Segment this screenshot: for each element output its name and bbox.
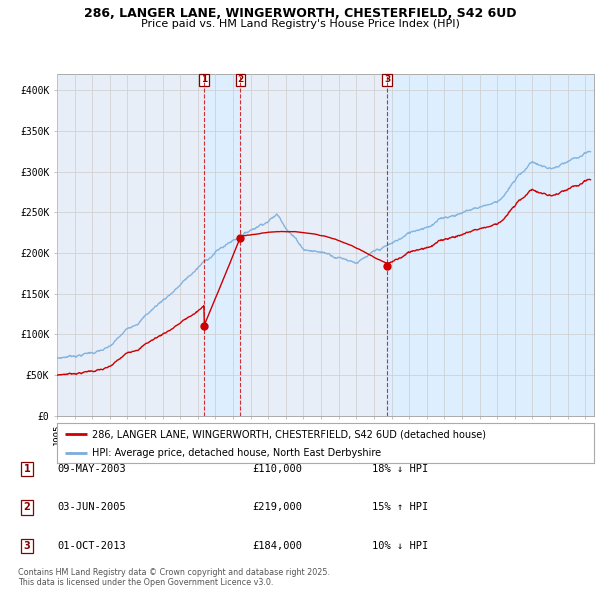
Text: £219,000: £219,000	[252, 503, 302, 512]
Text: 3: 3	[384, 76, 390, 84]
Text: £184,000: £184,000	[252, 541, 302, 550]
Text: HPI: Average price, detached house, North East Derbyshire: HPI: Average price, detached house, Nort…	[92, 448, 381, 458]
Text: 286, LANGER LANE, WINGERWORTH, CHESTERFIELD, S42 6UD: 286, LANGER LANE, WINGERWORTH, CHESTERFI…	[84, 7, 516, 20]
Bar	[387, 74, 594, 416]
Text: 2: 2	[238, 76, 244, 84]
Text: 10% ↓ HPI: 10% ↓ HPI	[372, 541, 428, 550]
Text: £110,000: £110,000	[252, 464, 302, 474]
Text: 15% ↑ HPI: 15% ↑ HPI	[372, 503, 428, 512]
Text: Contains HM Land Registry data © Crown copyright and database right 2025.
This d: Contains HM Land Registry data © Crown c…	[18, 568, 330, 587]
Text: 2: 2	[23, 503, 31, 512]
Text: Price paid vs. HM Land Registry's House Price Index (HPI): Price paid vs. HM Land Registry's House …	[140, 19, 460, 29]
Text: 18% ↓ HPI: 18% ↓ HPI	[372, 464, 428, 474]
Text: 1: 1	[201, 76, 208, 84]
Text: 03-JUN-2005: 03-JUN-2005	[57, 503, 126, 512]
Text: 1: 1	[23, 464, 31, 474]
Text: 286, LANGER LANE, WINGERWORTH, CHESTERFIELD, S42 6UD (detached house): 286, LANGER LANE, WINGERWORTH, CHESTERFI…	[92, 430, 486, 440]
Text: 01-OCT-2013: 01-OCT-2013	[57, 541, 126, 550]
Text: 09-MAY-2003: 09-MAY-2003	[57, 464, 126, 474]
Text: 3: 3	[23, 541, 31, 550]
Bar	[204, 74, 241, 416]
